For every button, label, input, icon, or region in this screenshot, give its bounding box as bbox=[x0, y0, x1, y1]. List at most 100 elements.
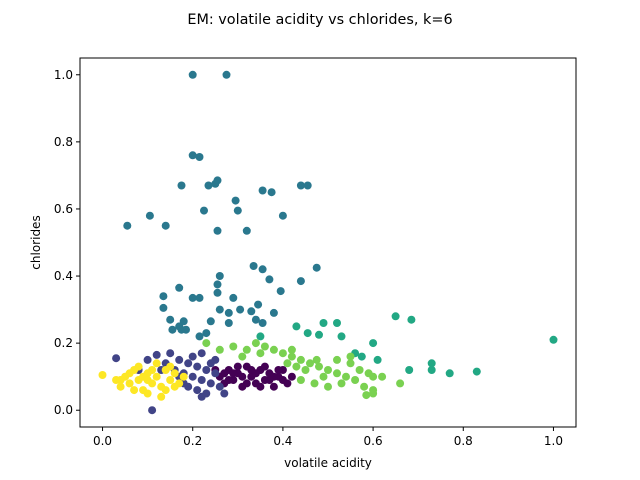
data-point bbox=[168, 325, 177, 334]
data-point bbox=[229, 369, 238, 378]
data-point bbox=[427, 366, 436, 374]
data-point bbox=[224, 308, 233, 317]
data-point bbox=[315, 330, 323, 339]
data-point bbox=[269, 308, 278, 317]
data-point bbox=[238, 352, 247, 361]
data-point bbox=[170, 382, 179, 391]
data-point bbox=[233, 206, 242, 215]
data-point bbox=[224, 376, 233, 384]
data-point bbox=[125, 379, 134, 388]
y-tick-label: 0.8 bbox=[54, 135, 73, 149]
data-point bbox=[333, 355, 341, 364]
data-point bbox=[324, 382, 332, 391]
data-point bbox=[312, 355, 321, 364]
data-point bbox=[157, 392, 166, 401]
data-point bbox=[445, 369, 454, 378]
data-point bbox=[287, 372, 296, 381]
data-point bbox=[267, 188, 276, 197]
data-point bbox=[220, 389, 229, 398]
data-point bbox=[188, 70, 197, 79]
data-point bbox=[254, 300, 263, 309]
data-point bbox=[188, 352, 197, 361]
data-point bbox=[296, 376, 305, 384]
data-point bbox=[215, 272, 224, 280]
data-point bbox=[229, 342, 238, 351]
data-point bbox=[215, 305, 224, 314]
data-point bbox=[346, 352, 355, 361]
data-point bbox=[301, 366, 310, 374]
data-point bbox=[427, 359, 436, 368]
data-point bbox=[260, 342, 269, 351]
data-point bbox=[319, 319, 328, 327]
plot-area bbox=[79, 57, 577, 428]
data-point bbox=[283, 359, 292, 368]
data-point bbox=[179, 372, 188, 381]
data-point bbox=[337, 379, 346, 388]
data-point bbox=[269, 345, 278, 354]
data-point bbox=[256, 332, 265, 341]
data-point bbox=[130, 386, 139, 395]
data-point bbox=[213, 226, 222, 235]
data-point bbox=[166, 376, 175, 384]
data-point bbox=[123, 221, 132, 230]
data-point bbox=[202, 329, 211, 338]
data-point bbox=[152, 350, 161, 359]
data-point bbox=[193, 386, 202, 395]
data-point bbox=[247, 307, 256, 316]
data-point bbox=[161, 221, 170, 230]
data-point bbox=[296, 355, 305, 364]
data-point bbox=[213, 280, 222, 289]
data-point bbox=[236, 305, 245, 314]
data-point bbox=[215, 345, 224, 354]
x-tick-label: 0.6 bbox=[364, 434, 383, 448]
x-tick-label: 0.4 bbox=[273, 434, 292, 448]
y-tick-label: 1.0 bbox=[54, 68, 73, 82]
data-point bbox=[166, 362, 175, 371]
data-point bbox=[206, 379, 215, 388]
data-point bbox=[333, 369, 341, 378]
data-point bbox=[188, 151, 197, 160]
data-point bbox=[278, 211, 287, 220]
data-point bbox=[242, 345, 251, 354]
data-point bbox=[215, 382, 224, 391]
data-point bbox=[197, 376, 206, 384]
x-tick-label: 0.0 bbox=[93, 434, 112, 448]
data-point bbox=[175, 283, 184, 292]
data-point bbox=[202, 366, 211, 374]
data-point bbox=[184, 382, 193, 391]
data-point bbox=[391, 312, 400, 321]
y-axis-label: chlorides bbox=[29, 215, 43, 269]
data-point bbox=[200, 206, 208, 215]
data-point bbox=[396, 379, 405, 388]
data-point bbox=[166, 315, 175, 324]
data-point bbox=[472, 367, 481, 376]
data-point bbox=[306, 359, 314, 368]
data-point bbox=[315, 362, 323, 371]
data-point bbox=[296, 277, 305, 286]
data-point bbox=[247, 366, 256, 374]
x-tick-label: 0.8 bbox=[454, 434, 473, 448]
data-point bbox=[287, 352, 296, 361]
data-point bbox=[202, 339, 211, 348]
x-axis-label: volatile acidity bbox=[284, 456, 372, 470]
data-point bbox=[373, 355, 382, 364]
data-point bbox=[233, 362, 242, 371]
x-tick-label: 1.0 bbox=[544, 434, 563, 448]
data-point bbox=[238, 372, 247, 381]
data-points bbox=[98, 70, 558, 415]
data-point bbox=[362, 391, 371, 400]
data-point bbox=[369, 372, 378, 381]
y-tick-label: 0.0 bbox=[54, 403, 73, 417]
data-point bbox=[116, 376, 125, 384]
data-point bbox=[258, 319, 267, 327]
data-point bbox=[170, 369, 179, 378]
y-tick-label: 0.2 bbox=[54, 336, 73, 350]
data-point bbox=[287, 345, 296, 354]
data-point bbox=[369, 339, 378, 348]
data-point bbox=[206, 317, 215, 326]
data-point bbox=[337, 332, 346, 341]
data-point bbox=[278, 376, 287, 384]
data-point bbox=[357, 352, 366, 361]
